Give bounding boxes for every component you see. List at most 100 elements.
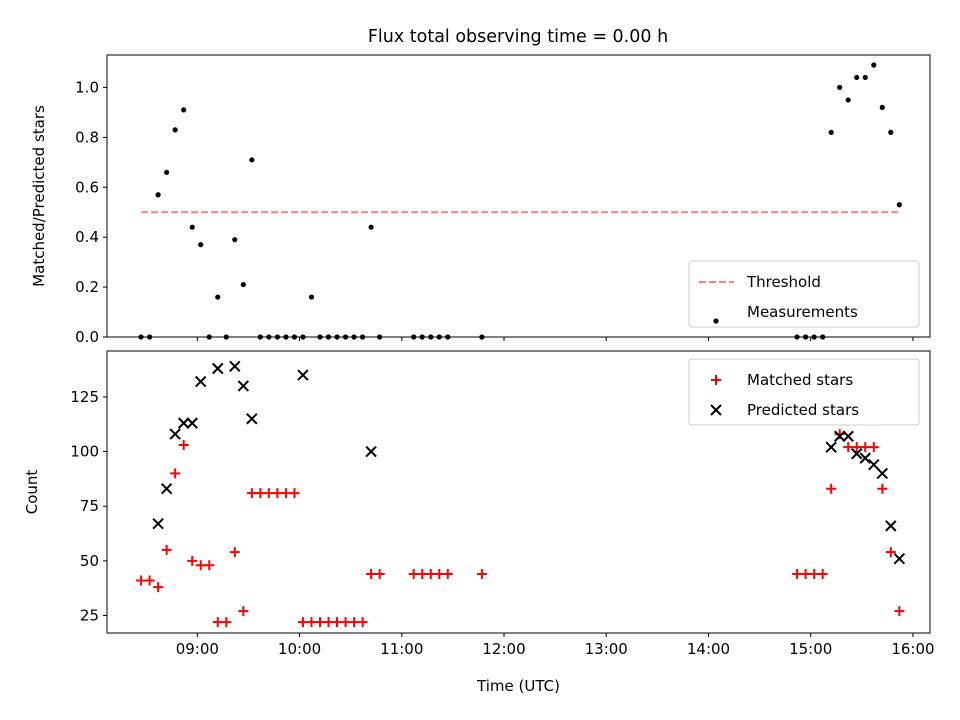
- y-tick-label: 100: [70, 443, 99, 461]
- legend: Threshold Measurements: [688, 260, 920, 328]
- measurement-point: [249, 157, 255, 163]
- matched-star-point: [187, 555, 198, 566]
- axes-frame: [106, 350, 931, 634]
- predicted-star-point: [169, 428, 181, 440]
- y-axis-label: Matched/Predicted stars: [30, 105, 48, 287]
- y-tick-label: 50: [80, 552, 99, 570]
- legend-label: Matched stars: [747, 371, 853, 389]
- measurement-point: [879, 104, 885, 111]
- matched-star-point: [221, 617, 232, 628]
- x-tick-label: 16:00: [891, 640, 934, 658]
- predicted-star-point: [876, 467, 888, 480]
- matched-star-point: [204, 560, 215, 571]
- matched-star-point: [809, 568, 820, 579]
- predicted-star-point: [851, 448, 863, 460]
- predicted-star-point: [833, 430, 846, 442]
- matched-star-point: [408, 568, 419, 579]
- predicted-star-point: [297, 369, 309, 381]
- matched-star-point: [272, 488, 283, 499]
- measurement-point: [172, 127, 178, 133]
- matched-star-point: [153, 582, 164, 593]
- x-tick-label: 15:00: [789, 640, 832, 658]
- predicted-star-point: [237, 380, 250, 392]
- matched-star-point: [263, 488, 274, 499]
- measurement-point: [845, 97, 851, 103]
- plot-area: [136, 360, 906, 628]
- figure-title: Flux total observing time = 0.00 h: [368, 27, 668, 47]
- y-tick-label: 125: [70, 388, 99, 406]
- measurement-point: [198, 242, 204, 248]
- predicted-star-point: [246, 413, 258, 425]
- matched-star-point: [374, 568, 385, 579]
- matched-star-point: [476, 568, 487, 579]
- matched-star-point: [434, 568, 445, 579]
- matched-star-point: [255, 488, 266, 499]
- measurement-point: [308, 294, 315, 300]
- predicted-star-point: [868, 458, 880, 471]
- measurement-point: [164, 169, 170, 175]
- measurement-point: [837, 84, 843, 91]
- legend-box: [688, 358, 920, 426]
- measurement-point: [854, 74, 860, 81]
- measurement-point: [155, 192, 161, 198]
- legend-label: Predicted stars: [747, 401, 859, 419]
- matched-star-point: [136, 575, 147, 586]
- matched-star-point: [170, 468, 181, 479]
- matched-star-point: [894, 606, 905, 617]
- y-tick-label: 1.0: [75, 78, 99, 96]
- matched-star-point: [229, 547, 240, 558]
- y-tick-label: 0.6: [75, 178, 99, 196]
- predicted-star-point: [365, 445, 377, 458]
- matched-star-point: [323, 617, 334, 628]
- predicted-star-point: [152, 517, 164, 530]
- matched-star-point: [246, 488, 257, 499]
- measurement-point: [240, 281, 246, 288]
- axes-frame: [106, 54, 931, 338]
- predicted-star-point: [160, 483, 173, 495]
- matched-star-point: [212, 617, 223, 628]
- matched-star-point: [877, 483, 888, 494]
- legend-x-marker: [710, 404, 722, 416]
- predicted-star-point: [212, 362, 224, 375]
- matched-star-point: [868, 442, 879, 453]
- x-tick-label: 11:00: [380, 640, 423, 658]
- matched-star-point: [332, 617, 343, 628]
- measurement-point: [828, 129, 834, 135]
- legend: Matched stars Predicted stars: [688, 358, 920, 426]
- matched-star-point: [144, 575, 155, 586]
- x-tick-label: 13:00: [585, 640, 628, 658]
- matched-star-point: [161, 544, 172, 555]
- matched-star-point: [178, 440, 189, 450]
- y-tick-label: 75: [80, 497, 99, 515]
- measurement-point: [189, 224, 195, 230]
- legend-label: Measurements: [747, 303, 858, 321]
- ratio-panel: 0.0 0.2 0.4 0.6 0.8 1.0 Matched/Predicted star…: [30, 54, 931, 346]
- legend-box: [688, 260, 920, 328]
- y-tick-label: 0.2: [75, 278, 99, 296]
- matched-star-point: [195, 560, 206, 571]
- x-tick-label: 10:00: [278, 640, 321, 658]
- y-tick-label: 0.4: [75, 228, 99, 246]
- matched-star-point: [817, 568, 828, 579]
- matched-star-point: [800, 568, 811, 579]
- x-tick-label: 12:00: [482, 640, 525, 658]
- matched-star-point: [357, 617, 368, 628]
- matched-star-point: [843, 442, 854, 453]
- matched-star-point: [366, 568, 377, 579]
- matched-star-point: [314, 617, 325, 628]
- predicted-star-point: [842, 430, 854, 442]
- measurement-point: [368, 224, 374, 230]
- x-tick-label: 14:00: [687, 640, 730, 658]
- matched-star-point: [860, 442, 871, 453]
- predicted-star-point: [195, 375, 207, 388]
- matched-star-point: [238, 606, 249, 617]
- matched-star-point: [442, 568, 453, 579]
- measurement-point: [215, 294, 221, 300]
- series-predicted-stars: [152, 360, 906, 565]
- x-axis-label: Time (UTC): [476, 677, 560, 695]
- predicted-star-point: [229, 360, 241, 373]
- predicted-star-point: [885, 520, 897, 532]
- measurement-point: [232, 237, 238, 243]
- legend-dot-marker: [713, 318, 719, 324]
- series-matched-stars: [136, 429, 905, 628]
